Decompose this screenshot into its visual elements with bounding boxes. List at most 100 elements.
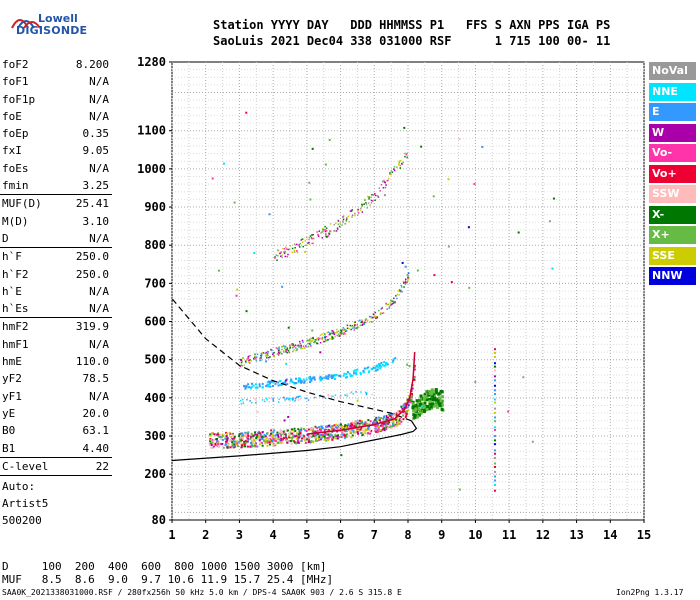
echo-point [292, 430, 295, 433]
echo-point [321, 435, 324, 438]
echo-point [283, 396, 286, 399]
echo-point [356, 214, 359, 216]
echo-point [308, 243, 310, 245]
echo-point [327, 439, 330, 442]
echo-point [411, 402, 415, 406]
echo-point [273, 354, 275, 357]
echo-point [261, 382, 264, 385]
parameter-table: foF2 8.200 foF1 N/A foF1p N/A foE N/A foEp 0.35 fx… [0, 56, 112, 477]
echo-point [265, 385, 268, 388]
echo-point [341, 431, 344, 434]
echo-point [313, 431, 316, 434]
echo-point [391, 303, 393, 305]
echo-point [292, 347, 294, 349]
echo-point [423, 408, 427, 412]
echo-point [323, 332, 326, 335]
echo-point [281, 348, 283, 351]
echo-point [359, 428, 362, 431]
echo-point [312, 377, 315, 380]
param-label: foF2 [2, 58, 29, 71]
echo-point [277, 249, 280, 252]
echo-point [319, 334, 322, 337]
echo-point [255, 360, 258, 362]
echo-point [336, 332, 338, 334]
echo-point [349, 375, 352, 378]
y-axis: 80 200 300 400 500 600 700 800 900 1000 1100 1280 [137, 55, 172, 527]
echo-point [361, 319, 363, 321]
echo-point [346, 324, 349, 327]
echo-point [493, 479, 496, 482]
echo-point [283, 436, 286, 439]
echo-point [294, 344, 297, 347]
echo-point [407, 278, 409, 280]
echo-point [281, 346, 283, 348]
echo-point [398, 162, 400, 164]
echo-point [405, 410, 408, 413]
echo-point [403, 405, 406, 408]
echo-point [358, 428, 361, 431]
echo-point [367, 427, 370, 430]
echo-point [251, 433, 254, 436]
echo-point [297, 379, 300, 382]
echo-point [380, 312, 382, 314]
echo-point [441, 395, 445, 399]
echo-point [255, 436, 258, 439]
echo-point [279, 384, 282, 387]
echo-point [285, 246, 287, 248]
y-tick-label: 300 [144, 429, 166, 443]
echo-point [266, 352, 269, 355]
echo-point [226, 439, 229, 442]
echo-point [266, 350, 269, 353]
echo-point [261, 352, 264, 354]
echo-point [377, 366, 380, 369]
echo-point [294, 400, 296, 402]
echo-point [264, 440, 267, 443]
echo-point [315, 434, 318, 437]
echo-point [426, 405, 430, 409]
echo-point [402, 404, 405, 407]
echo-point [371, 321, 373, 323]
echo-point [222, 446, 225, 449]
echo-point [378, 419, 381, 422]
y-tick-label: 900 [144, 200, 166, 214]
echo-point [344, 330, 347, 333]
echo-point [294, 430, 297, 433]
param-row: D N/A [0, 230, 112, 247]
echo-point [404, 282, 406, 284]
echo-point [404, 280, 407, 282]
echo-point [311, 242, 313, 245]
echo-point [277, 384, 280, 387]
echo-point [355, 373, 358, 376]
echo-point [423, 392, 427, 396]
echo-point [240, 361, 243, 364]
echo-point [225, 431, 228, 434]
echo-point [274, 437, 277, 440]
echo-point [277, 381, 280, 384]
echo-point [269, 385, 272, 388]
echo-point [240, 399, 242, 402]
echo-point [295, 382, 298, 385]
echo-point [219, 443, 222, 446]
echo-point [400, 159, 402, 162]
echo-point [304, 437, 307, 440]
echo-point [364, 421, 367, 424]
echo-point [252, 434, 255, 437]
param-label: yE [2, 406, 16, 420]
param-value: 8.200 [75, 58, 109, 71]
echo-point [398, 419, 401, 422]
echo-point [304, 441, 307, 444]
echo-point [211, 441, 214, 444]
echo-point [410, 396, 413, 399]
echo-point [293, 440, 296, 443]
echo-point [344, 430, 347, 433]
echo-point [393, 412, 396, 415]
echo-point [272, 397, 274, 400]
echo-point [358, 429, 361, 432]
echo-point [370, 316, 372, 318]
legend: NoVal NNE E W Vo- Vo+ SSW X- X+ SSE NNW [649, 62, 696, 288]
echo-point [262, 352, 265, 354]
echo-point [351, 214, 354, 216]
echo-point [304, 240, 307, 242]
echo-point [350, 328, 352, 331]
echo-point [280, 439, 283, 442]
